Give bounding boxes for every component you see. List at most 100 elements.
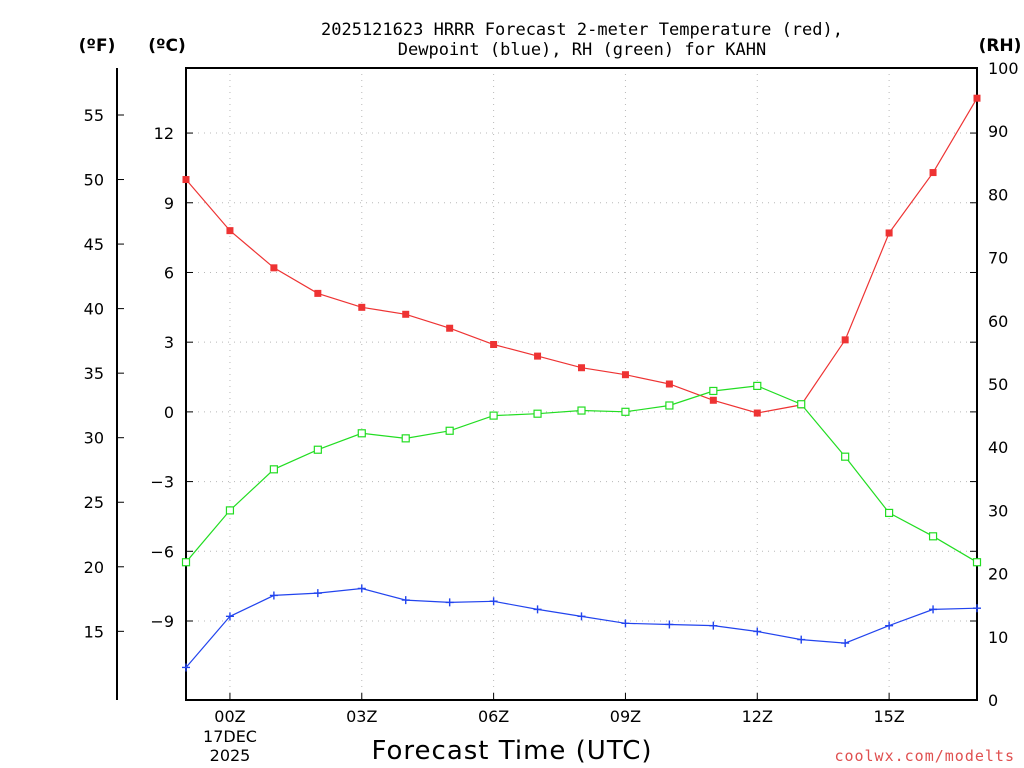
rh-point [181,558,191,567]
rh-tick-label: 70 [988,249,1008,268]
dewpoint-point [445,598,454,607]
rh-tick-label: 40 [988,438,1008,457]
dewpoint-point [709,621,718,630]
fahrenheit-tick-label: 30 [84,429,104,448]
temperature-point [709,396,717,404]
x-tick-label: 09Z [610,707,641,726]
temperature-point [358,303,366,311]
temperature-point [490,341,498,348]
chart-title-line-1: 2025121623 HRRR Forecast 2-meter Tempera… [321,20,843,40]
rh-point [665,401,674,410]
dewpoint-point [269,591,278,600]
fahrenheit-tick-label: 25 [84,493,104,512]
rh-point [753,381,762,390]
rh-point [313,445,322,454]
rh-point [972,558,982,567]
x-tick-label: 15Z [873,707,904,726]
temperature-point [314,289,322,297]
rh-tick-label: 60 [988,312,1008,331]
rh-tick-label: 10 [988,628,1008,647]
x-tick-label: 06Z [478,707,509,726]
dewpoint-series-line [185,587,978,668]
rh-point [577,406,586,415]
dewpoint-point [973,604,981,613]
celsius-tick-label: 6 [164,263,174,282]
temperature-point [534,352,542,360]
chart-title-line-2: Dewpoint (blue), RH (green) for KAHN [398,40,766,60]
fahrenheit-tick-label: 35 [84,364,104,383]
rh-unit-label: (RH) [979,36,1022,56]
fahrenheit-tick-label: 20 [84,558,104,577]
temperature-point [929,169,937,177]
plot-frame [185,67,978,701]
dewpoint-point [797,635,806,644]
rh-tick-label: 20 [988,565,1008,584]
fahrenheit-tick-label: 45 [84,235,104,254]
dewpoint-point [401,596,410,605]
rh-point [225,506,235,515]
rh-tick-label: 80 [988,185,1008,204]
rh-point [269,465,278,474]
rh-point [357,429,366,438]
x-axis-label: Forecast Time (UTC) [371,736,652,766]
rh-point [797,400,806,409]
series-layer [181,94,982,672]
temperature-point [973,94,981,102]
rh-tick-label: 90 [988,122,1008,141]
rh-tick-label: 30 [988,501,1008,520]
credit-link[interactable]: coolwx.com/modelts [834,747,1015,765]
temperature-point [270,264,278,272]
celsius-tick-label: 0 [164,403,174,422]
dewpoint-point [225,612,234,621]
fahrenheit-tick-label: 55 [84,106,104,125]
rh-tick-label: 100 [988,59,1019,78]
grid-layer [186,68,977,700]
celsius-tick-label: −6 [150,542,174,561]
dewpoint-point [313,589,322,598]
axis-layer: 00Z 03Z 06Z 09Z 12Z 15Z −9 −6 −3 0 3 6 9 12 15 20 25 30 35… [84,59,1019,726]
temperature-point [621,371,629,379]
dewpoint-point [885,621,894,630]
temperature-point [226,227,234,235]
temperature-point [665,380,673,388]
temperature-point [578,364,585,372]
celsius-tick-label: 3 [164,333,174,352]
dewpoint-point [753,627,762,636]
x-tick-label: 00Z [214,707,245,726]
date-label-day: 17DEC [203,727,257,746]
dewpoint-point [929,605,938,614]
temperature-point [182,176,190,184]
celsius-tick-label: −3 [150,473,174,492]
fahrenheit-unit-label: (ºF) [79,36,116,56]
temperature-point [841,336,849,344]
dewpoint-point [533,605,542,614]
dewpoint-point [621,619,630,628]
dewpoint-point [577,612,586,621]
fahrenheit-tick-label: 40 [84,300,104,319]
x-tick-label: 03Z [346,707,377,726]
rh-tick-label: 50 [988,375,1008,394]
celsius-unit-label: (ºC) [148,36,186,56]
date-label-year: 2025 [210,746,251,765]
rh-point [445,426,454,435]
rh-point [489,411,498,420]
rh-point [885,508,894,518]
rh-point [621,407,630,416]
rh-point [841,452,850,461]
temperature-point [402,310,410,318]
rh-point [928,532,938,541]
rh-point [709,386,718,396]
dewpoint-point [841,639,850,648]
celsius-tick-label: 9 [164,194,174,213]
fahrenheit-tick-label: 15 [84,622,104,641]
dewpoint-point [489,597,498,606]
rh-tick-label: 0 [988,691,998,710]
celsius-tick-label: −9 [150,612,174,631]
dewpoint-point [357,584,366,593]
celsius-tick-label: 12 [154,124,174,143]
x-tick-label: 12Z [742,707,773,726]
temperature-point [753,409,761,417]
dewpoint-point [182,663,190,672]
dewpoint-point [665,620,674,629]
